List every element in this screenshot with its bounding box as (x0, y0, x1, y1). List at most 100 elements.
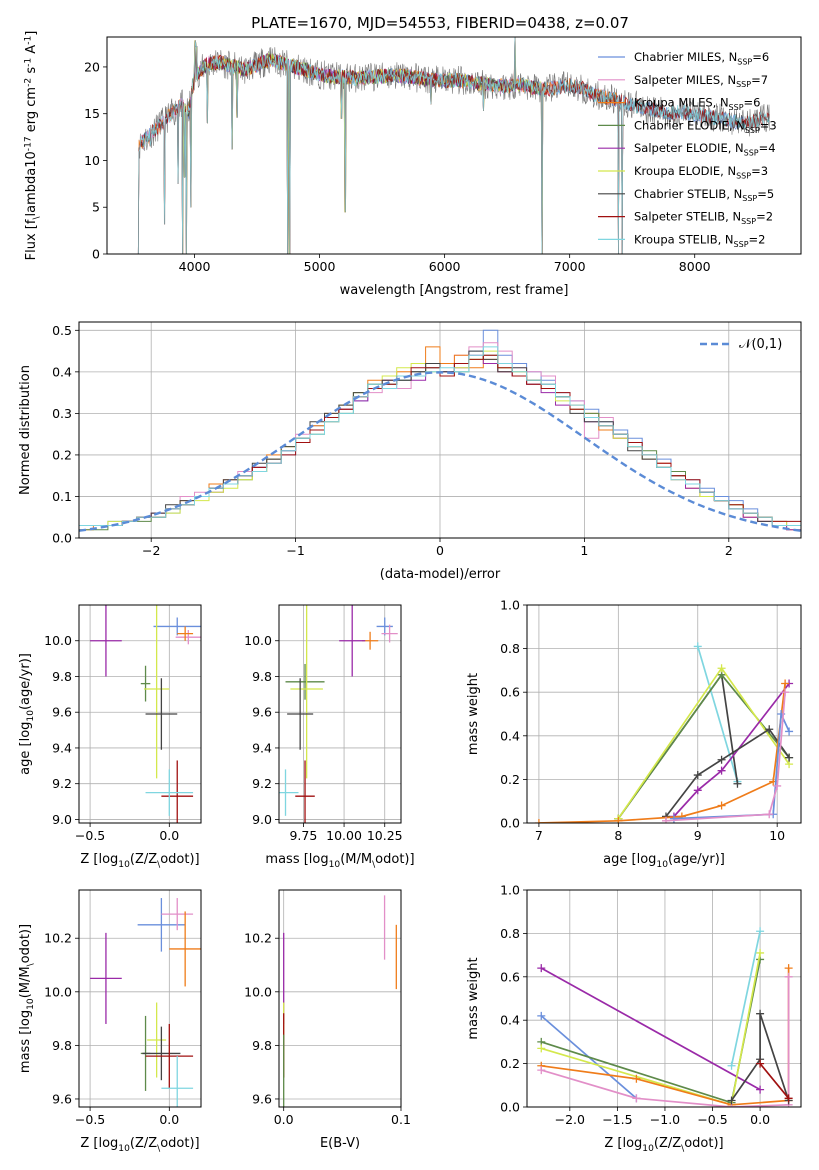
weight-marker (614, 816, 623, 823)
y-tick-label: 0.6 (500, 969, 520, 984)
residuals-panel: −2 −1 0 1 2 0.0 0.1 0.2 0.3 0.4 0.5 (data-model)/er… (18, 321, 802, 582)
x-tick-label: 0 (436, 543, 444, 558)
weight-marker (717, 755, 726, 764)
histogram-series (79, 346, 801, 538)
y-axis-label: mass [log10(M/M\odot)] (18, 924, 36, 1073)
y-tick-label: 0.3 (52, 406, 72, 421)
weight-marker (773, 781, 782, 790)
y-tick-label: 20 (84, 59, 100, 74)
label-run: age [log (18, 722, 33, 775)
weight-marker (632, 1094, 641, 1103)
y-tick-label: 0.5 (52, 323, 72, 338)
y-tick-label: 15 (84, 106, 100, 121)
y-tick-label: 9.0 (52, 812, 72, 827)
y-tick-label: 9.8 (252, 1038, 272, 1053)
y-tick-label: 10.0 (244, 984, 272, 999)
weight-marker (756, 927, 765, 936)
label-run: lambda10 (24, 151, 39, 216)
weight-marker (727, 1061, 736, 1070)
y-tick-label: 0.4 (52, 364, 72, 379)
weight-line (730, 1013, 790, 1101)
weight-marker (661, 816, 670, 823)
legend-entry: 𝒩(0,1) (739, 337, 782, 352)
label-run: =2 (756, 210, 773, 224)
y-tick-label: 9.8 (252, 669, 272, 684)
y-tick-label: 10.0 (44, 633, 72, 648)
label-run: (Z/Z (130, 1136, 157, 1151)
label-run: mass weight (466, 673, 481, 755)
label-run: s (24, 67, 39, 78)
label-run: (M/M (340, 852, 372, 867)
y-tick-label: 0.8 (500, 641, 520, 656)
weight-marker (784, 972, 793, 981)
label-run: \ (157, 860, 161, 870)
y-tick-label: 9.8 (52, 669, 72, 684)
y-tick-label: 9.8 (52, 1038, 72, 1053)
weight-marker (756, 1085, 765, 1094)
label-run: age [log (603, 852, 656, 867)
x-tick-label: 10.00 (326, 828, 362, 843)
label-run: mass weight (466, 957, 481, 1039)
x-axis-label: mass [log10(M/M\odot)] (265, 852, 414, 870)
label-run: SSP (729, 103, 744, 112)
weight-marker (785, 753, 794, 762)
label-run: odot)] (684, 1136, 723, 1151)
y-tick-label: 9.6 (252, 1091, 272, 1106)
weight-marker (537, 964, 546, 973)
x-tick-label: 2 (725, 543, 733, 558)
weight-marker (717, 664, 726, 673)
label-run: erg cm (24, 87, 39, 136)
label-run: odot)] (160, 1136, 199, 1151)
label-run: =2 (749, 232, 766, 246)
weight-marker (537, 1044, 546, 1053)
label-run: A (24, 45, 39, 58)
label-run: (age/yr)] (668, 852, 725, 867)
weight-line (617, 673, 790, 820)
x-tick-label: 0.0 (274, 1112, 294, 1127)
label-run: Z [log (80, 1136, 118, 1151)
y-tick-label: 5 (92, 200, 100, 215)
x-tick-label: 0.1 (391, 1112, 411, 1127)
label-run: SSP (745, 126, 760, 135)
y-tick-label: 0.2 (500, 772, 520, 787)
y-tick-label: 10.0 (244, 633, 272, 648)
axes-frame (278, 604, 402, 824)
label-run: SSP (742, 194, 757, 203)
weight-marker (727, 1096, 736, 1105)
legend-entry: Salpeter STELIB, NSSP=2 (634, 210, 773, 226)
weight-marker (785, 727, 794, 736)
weight-line (673, 682, 790, 818)
label-run: odot)] (375, 852, 414, 867)
label-run: ] (24, 31, 39, 36)
weight-line (541, 976, 790, 1107)
figure-title: PLATE=1670, MJD=54553, FIBERID=0438, z=0… (251, 14, 629, 32)
x-axis-label: E(B-V) (320, 1136, 360, 1151)
spectrum-panel: 4000 5000 6000 7000 8000 0 5 10 15 20 wavelength [… (24, 31, 802, 298)
label-run: Kroupa MILES, N (634, 96, 729, 110)
weight-line (665, 692, 786, 822)
x-tick-label: 6000 (429, 259, 461, 274)
label-run: (age/yr)] (18, 653, 33, 710)
weight-line (540, 967, 761, 1091)
legend-entry: Chabrier ELODIE, NSSP=3 (634, 118, 777, 134)
y-axis-label: Normed distribution (18, 365, 33, 495)
legend-entry: Kroupa ELODIE, NSSP=3 (634, 164, 768, 180)
y-tick-label: 0.6 (500, 685, 520, 700)
label-run: Flux [f (24, 219, 39, 260)
weight-marker (784, 1094, 793, 1103)
y-tick-label: 9.0 (252, 812, 272, 827)
label-run: SSP (736, 80, 751, 89)
x-tick-label: 7000 (554, 259, 586, 274)
label-run: Chabrier ELODIE, N (634, 118, 745, 132)
y-tick-label: 0.2 (500, 1056, 520, 1071)
legend-entry: Salpeter ELODIE, NSSP=4 (634, 141, 776, 157)
weight-marker (534, 819, 543, 823)
y-tick-label: 0 (92, 247, 100, 262)
grid (279, 605, 401, 823)
label-run: =7 (751, 73, 768, 87)
plot-area (537, 927, 793, 1107)
y-tick-label: 9.6 (252, 705, 272, 720)
weight-marker (632, 1074, 641, 1083)
label-run: 10 (656, 860, 668, 870)
